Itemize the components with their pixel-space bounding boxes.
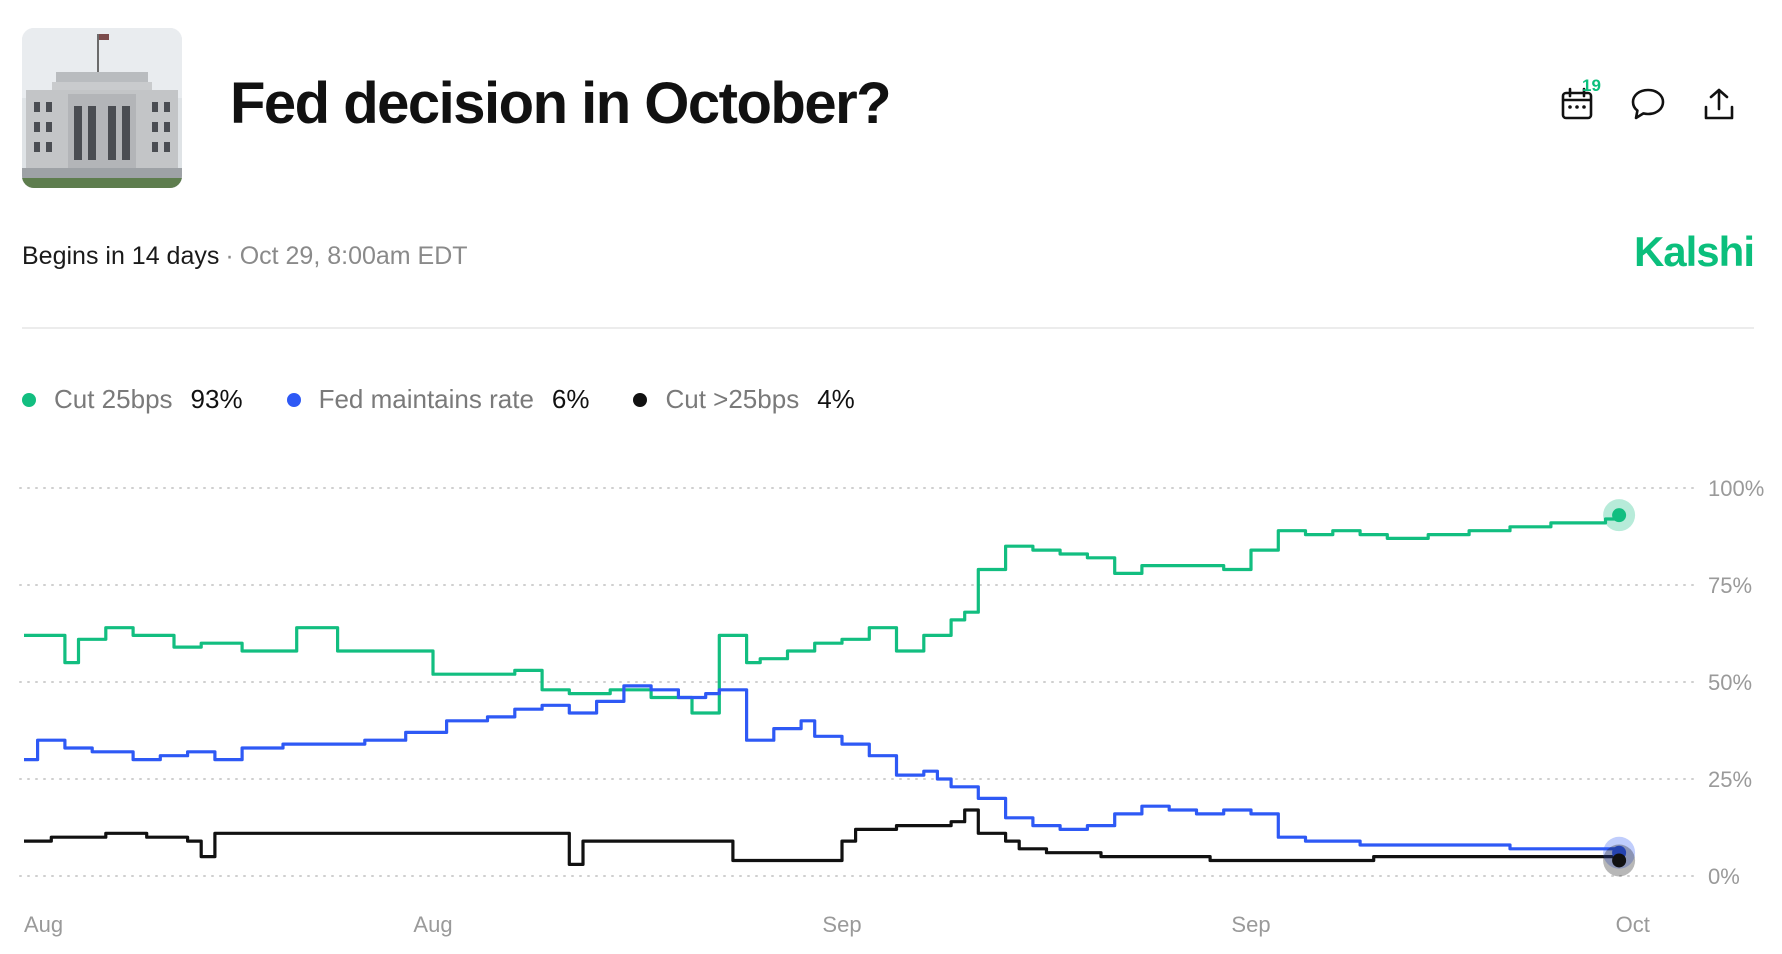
begins-text: Begins in 14 days: [22, 242, 220, 270]
calendar-button[interactable]: [1555, 82, 1599, 126]
comment-icon: [1631, 88, 1665, 120]
event-date: Oct 29, 8:00am EDT: [239, 242, 468, 270]
meta-separator: ·: [225, 242, 234, 270]
legend-value: 93%: [190, 384, 243, 414]
legend-value: 6%: [551, 384, 590, 414]
page-title: Fed decision in October?: [230, 71, 892, 136]
y-tick-label: 75%: [1708, 573, 1752, 598]
endpoint-marker: [1612, 853, 1627, 868]
divider: [22, 327, 1754, 329]
calendar-icon: [1561, 87, 1593, 120]
legend-dot: [22, 392, 36, 407]
comments-button[interactable]: [1626, 82, 1670, 126]
chart-legend: Cut 25bps 93% Fed maintains rate 6% Cut …: [22, 384, 899, 415]
federal-reserve-building-image: [22, 28, 182, 188]
legend-dot: [633, 392, 648, 407]
x-tick-label: Aug: [413, 912, 452, 937]
x-tick-label: Sep: [822, 912, 861, 937]
x-tick-label: Oct: [1616, 912, 1650, 937]
endpoint-marker: [1612, 508, 1627, 523]
legend-name: Cut 25bps: [54, 384, 173, 414]
legend-item-fed-maintains[interactable]: Fed maintains rate 6%: [286, 384, 590, 415]
legend-item-cut-25bps[interactable]: Cut 25bps 93%: [22, 384, 243, 415]
brand-logo[interactable]: Kalshi: [1633, 228, 1755, 275]
calendar-badge: 19: [1582, 76, 1601, 95]
event-timing: Begins in 14 days · Oct 29, 8:00am EDT: [22, 242, 468, 271]
x-tick-label: Aug: [24, 912, 63, 937]
legend-value: 4%: [817, 384, 855, 414]
market-thumbnail: [22, 28, 182, 188]
x-tick-label: Sep: [1231, 912, 1270, 937]
legend-dot: [286, 392, 301, 407]
legend-name: Cut >25bps: [665, 384, 800, 414]
y-tick-label: 50%: [1708, 670, 1752, 695]
series-line-0: [24, 515, 1621, 715]
legend-item-cut-over-25bps[interactable]: Cut >25bps 4%: [633, 384, 855, 415]
share-icon: [1704, 88, 1734, 120]
y-tick-label: 100%: [1708, 476, 1764, 501]
y-tick-label: 0%: [1708, 864, 1740, 889]
probability-chart[interactable]: 100% 75% 50% 25% 0% Aug Aug Sep Sep Oct: [0, 440, 1782, 954]
legend-name: Fed maintains rate: [318, 384, 534, 414]
series-line-1: [24, 684, 1621, 853]
share-button[interactable]: [1697, 82, 1741, 126]
y-tick-label: 25%: [1708, 767, 1752, 792]
series-line-2: [24, 808, 1621, 866]
